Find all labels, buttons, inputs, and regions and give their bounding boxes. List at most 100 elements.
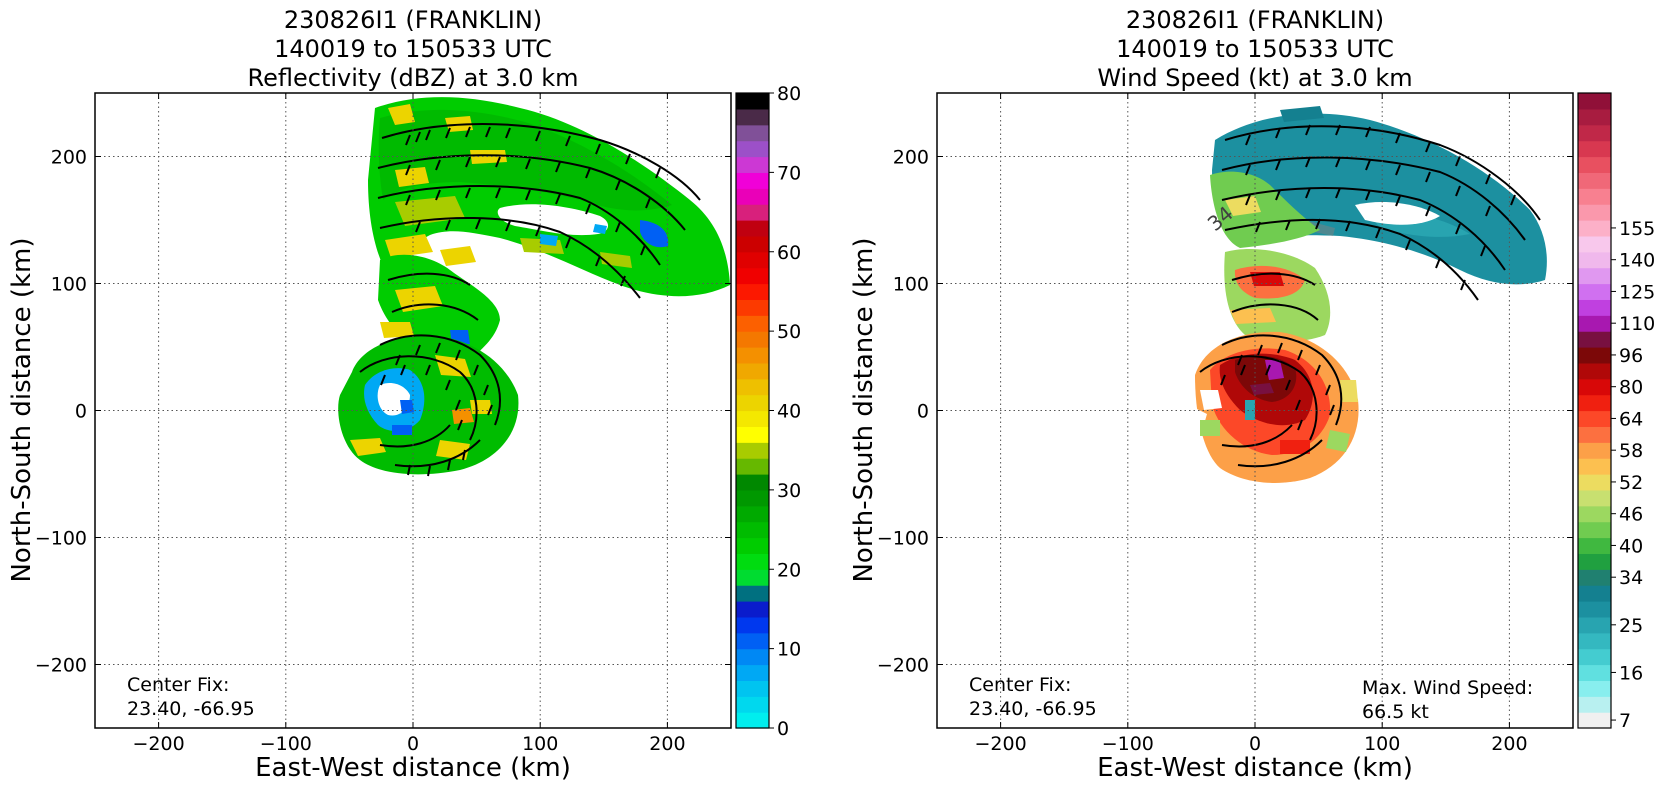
colorbar-swatch bbox=[1578, 569, 1611, 586]
y-tick-label: 100 bbox=[893, 274, 929, 296]
colorbar-swatch bbox=[1578, 680, 1611, 697]
colorbar-swatch bbox=[736, 172, 769, 189]
colorbar-tick-label: 58 bbox=[1619, 440, 1643, 462]
x-tick-label: 100 bbox=[1364, 733, 1400, 755]
y-tick-label: −100 bbox=[35, 528, 87, 550]
x-axis-label: East-West distance (km) bbox=[1097, 753, 1413, 783]
colorbar-tick-label: 25 bbox=[1619, 615, 1643, 637]
chart-title-line-3: Reflectivity (dBZ) at 3.0 km bbox=[248, 64, 579, 92]
colorbar-swatch bbox=[1578, 585, 1611, 602]
colorbar-swatch bbox=[736, 124, 769, 142]
colorbar-tick-label: 40 bbox=[777, 401, 801, 423]
colorbar-swatch bbox=[736, 140, 769, 158]
colorbar-tick-label: 80 bbox=[1619, 377, 1643, 399]
colorbar-swatch bbox=[1578, 394, 1611, 412]
colorbar-swatch bbox=[1578, 378, 1611, 396]
axis-ticks: −200 −100 0 100 200 −200 −100 0 100 200 bbox=[35, 93, 731, 755]
colorbar-swatch bbox=[736, 458, 769, 475]
colorbar-swatch bbox=[736, 251, 769, 269]
colorbar-swatch bbox=[736, 204, 769, 221]
y-axis-label: North-South distance (km) bbox=[849, 237, 879, 582]
colorbar-frame bbox=[1577, 92, 1612, 729]
colorbar-tick-label: 70 bbox=[777, 162, 801, 184]
colorbar-swatch bbox=[736, 537, 769, 554]
x-tick-label: 100 bbox=[522, 733, 558, 755]
colorbar-swatch bbox=[1578, 108, 1611, 126]
colorbar-swatch bbox=[1578, 204, 1611, 221]
max-wind-value: 66.5 kt bbox=[1362, 701, 1429, 723]
colorbar-tick-label: 80 bbox=[777, 83, 801, 105]
colorbar-swatch bbox=[736, 601, 769, 618]
chart-title-line-1: 230826I1 (FRANKLIN) bbox=[1126, 6, 1384, 34]
wind-barbs bbox=[1199, 124, 1541, 468]
colorbar-swatch bbox=[736, 188, 769, 205]
colorbar-tick-label: 20 bbox=[777, 559, 801, 581]
colorbar-swatch bbox=[1578, 220, 1611, 237]
colorbar-swatch bbox=[736, 315, 769, 332]
y-tick-label: 0 bbox=[917, 401, 929, 423]
colorbar-swatch bbox=[736, 93, 769, 110]
chart-title-line-2: 140019 to 150533 UTC bbox=[274, 35, 552, 63]
colorbar-swatch bbox=[736, 410, 769, 427]
colorbar-swatch bbox=[1578, 505, 1611, 523]
colorbar-swatch bbox=[1578, 251, 1611, 269]
colorbar-swatch bbox=[736, 505, 769, 523]
colorbar-swatch bbox=[1578, 696, 1611, 713]
colorbar-swatch bbox=[736, 521, 769, 539]
chart-title-line-2: 140019 to 150533 UTC bbox=[1116, 35, 1394, 63]
colorbar-swatch bbox=[1578, 601, 1611, 618]
colorbar-swatch bbox=[736, 331, 769, 348]
colorbar-swatch bbox=[1578, 410, 1611, 427]
colorbar-tick-label: 7 bbox=[1619, 710, 1631, 732]
reflectivity-field bbox=[338, 97, 730, 475]
chart-title-line-3: Wind Speed (kt) at 3.0 km bbox=[1097, 64, 1412, 92]
colorbar-tick-label: 46 bbox=[1619, 504, 1643, 526]
colorbar-tick-label: 16 bbox=[1619, 662, 1643, 684]
y-tick-label: −200 bbox=[35, 655, 87, 677]
max-wind-label: Max. Wind Speed: bbox=[1362, 677, 1533, 699]
colorbar-swatch bbox=[1578, 299, 1611, 316]
colorbar-swatch bbox=[1578, 632, 1611, 650]
colorbar-swatch bbox=[736, 235, 769, 253]
colorbar-swatch bbox=[1578, 283, 1611, 300]
colorbar-tick-label: 0 bbox=[777, 718, 789, 740]
reflectivity-colorbar: 0 10 20 30 40 50 60 70 80 bbox=[735, 83, 801, 740]
colorbar-swatch bbox=[736, 474, 769, 491]
colorbar-swatch bbox=[736, 108, 769, 126]
colorbar-swatch bbox=[736, 347, 769, 364]
colorbar-swatch bbox=[1578, 362, 1611, 380]
colorbar-swatch bbox=[736, 299, 769, 316]
colorbar-swatch bbox=[1578, 474, 1611, 491]
y-tick-label: 200 bbox=[893, 147, 929, 169]
colorbar-swatch bbox=[736, 362, 769, 380]
colorbar-swatch bbox=[1578, 521, 1611, 539]
colorbar-swatch bbox=[1578, 93, 1611, 110]
y-tick-label: −200 bbox=[877, 655, 929, 677]
colorbar-swatch bbox=[736, 648, 769, 666]
colorbar-swatch bbox=[1578, 331, 1611, 348]
colorbar-swatch bbox=[736, 267, 769, 285]
x-tick-label: 200 bbox=[1491, 733, 1527, 755]
wind-speed-colorbar: 7 16 25 34 40 46 52 58 64 80 96 110 125 140 155 bbox=[1577, 92, 1655, 732]
colorbar-swatch bbox=[736, 156, 769, 173]
center-fix-value: 23.40, -66.95 bbox=[969, 698, 1097, 720]
colorbar-swatch bbox=[736, 283, 769, 300]
colorbar-swatch bbox=[1578, 124, 1611, 142]
colorbar-swatch bbox=[736, 378, 769, 396]
colorbar-tick-label: 10 bbox=[777, 639, 801, 661]
colorbar-swatch bbox=[736, 664, 769, 681]
colorbar-swatch bbox=[1578, 140, 1611, 158]
colorbar-swatch bbox=[736, 712, 769, 729]
colorbar-tick-label: 50 bbox=[777, 321, 801, 343]
colorbar-swatch bbox=[736, 585, 769, 602]
colorbar-swatch bbox=[1578, 664, 1611, 681]
colorbar-tick-label: 155 bbox=[1619, 218, 1655, 240]
colorbar-swatch bbox=[736, 569, 769, 586]
colorbar-swatch bbox=[1578, 315, 1611, 332]
colorbar-swatch bbox=[1578, 156, 1611, 173]
colorbar-swatch bbox=[736, 426, 769, 443]
x-tick-label: −200 bbox=[975, 733, 1027, 755]
colorbar-swatch bbox=[1578, 616, 1611, 634]
colorbar-tick-label: 52 bbox=[1619, 472, 1643, 494]
colorbar-tick-label: 40 bbox=[1619, 535, 1643, 557]
